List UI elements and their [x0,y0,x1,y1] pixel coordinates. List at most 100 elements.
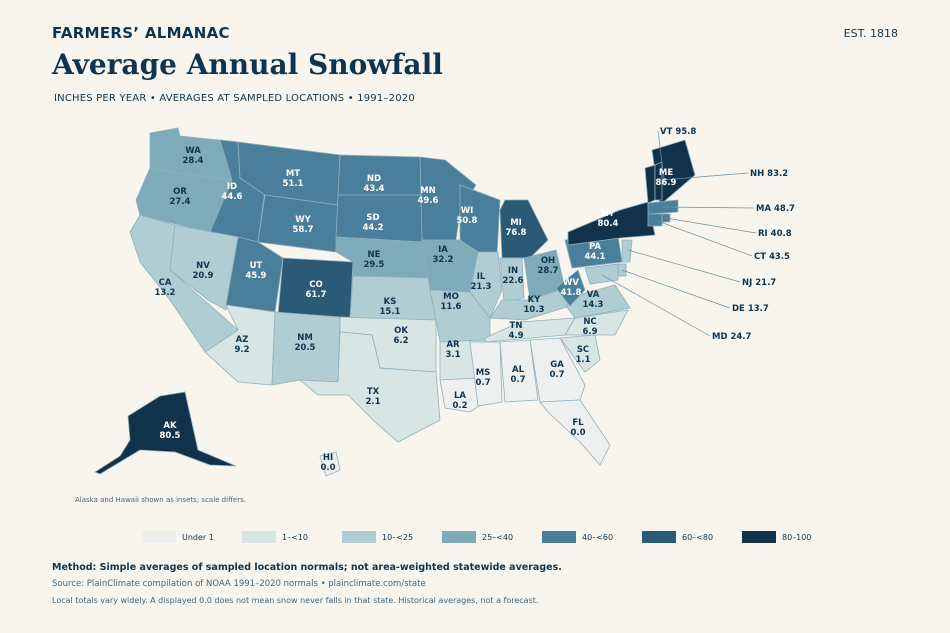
legend-item-under-1: Under 1 [142,531,214,543]
state-ny [567,201,656,246]
leader-ri [665,217,757,234]
state-nj [621,239,633,263]
state-label-wi: WI 50.8 [457,206,478,226]
state-tx [298,331,441,443]
state-ga [529,337,586,403]
state-shapes [94,127,696,477]
callout-label-ri: RI 40.8 [758,229,792,239]
established-year: EST. 1818 [843,27,898,40]
state-label-ar: AR 3.1 [445,340,460,360]
state-label-al: AL 0.7 [510,365,525,385]
state-hi [319,451,341,477]
state-label-wv: WV 41.8 [561,278,582,298]
state-label-ok: OK 6.2 [393,326,408,346]
state-il [469,251,503,319]
legend-label: 10–<25 [382,532,414,542]
legend-label: Under 1 [182,532,214,542]
state-vt [644,164,656,204]
state-label-nc: NC 6.9 [582,317,597,337]
legend-item-60-80: 60–<80 [642,531,713,543]
legend-item-80-100: 80–100 [742,531,811,543]
leader-md [601,274,711,337]
leader-nj [627,249,741,283]
state-label-pa: PA 44.1 [585,242,606,262]
state-label-ks: KS 15.1 [380,297,401,317]
state-label-ky: KY 10.3 [524,295,545,315]
callout-leaders [601,130,757,337]
state-label-il: IL 21.3 [471,272,492,292]
legend-item-10-25: 10–<25 [342,531,413,543]
state-label-co: CO 61.7 [306,280,327,300]
legend-swatch [342,531,376,543]
state-label-mn: MN 49.6 [418,186,439,206]
state-label-ny: NY 80.4 [598,209,619,229]
legend-item-1-10: 1–<10 [242,531,308,543]
state-label-ne: NE 29.5 [364,250,385,270]
inset-note: Alaska and Hawaii shown as insets; scale… [75,496,246,504]
disclaimer-note: Local totals vary widely. A displayed 0.… [52,596,539,605]
state-label-mi: MI 76.8 [506,218,527,238]
state-label-oh: OH 28.7 [538,256,559,276]
callout-label-nj: NJ 21.7 [742,278,776,288]
state-label-me: ME 86.9 [656,168,677,188]
brand-name: FARMERS’ ALMANAC [52,24,230,42]
page-subtitle: INCHES PER YEAR • AVERAGES AT SAMPLED LO… [54,93,415,104]
leader-de [621,269,731,309]
leader-nh [661,172,749,181]
state-label-id: ID 44.6 [222,182,243,202]
callout-label-ma: MA 48.7 [756,204,795,214]
snowfall-map: WA 28.4 OR 27.4 CA 13.2 ID 44.6 NV 20.9 MT 51.1 WY 58… [94,127,796,477]
state-wv [555,269,586,307]
state-nc [564,309,629,336]
legend-swatch [142,531,176,543]
legend-swatch [742,531,776,543]
state-label-fl: FL 0.0 [570,418,585,438]
page-title: Average Annual Snowfall [52,48,443,81]
state-label-sd: SD 44.2 [363,213,384,233]
state-in [499,257,525,303]
callout-label-de: DE 13.7 [732,304,769,314]
state-label-ut: UT 45.9 [246,261,267,281]
legend-label: 80–100 [782,532,812,542]
state-label-sc: SC 1.1 [575,345,590,365]
state-la [439,377,486,413]
state-label-or: OR 27.4 [170,187,191,207]
state-label-nd: ND 43.4 [364,174,385,194]
state-label-va: VA 14.3 [583,290,604,310]
callout-label-md: MD 24.7 [712,332,752,342]
leader-ct [654,219,753,257]
callout-label-ct: CT 43.5 [754,252,790,262]
state-ak [94,391,237,475]
state-label-la: LA 0.2 [452,391,467,411]
state-labels: WA 28.4 OR 27.4 CA 13.2 ID 44.6 NV 20.9 MT 51.1 WY 58… [155,127,796,473]
state-ms [469,341,503,407]
leader-ma [661,206,755,209]
state-al [499,339,539,403]
state-nv [169,224,239,311]
state-label-az: AZ 9.2 [234,335,249,355]
legend-swatch [542,531,576,543]
state-label-in: IN 22.6 [503,266,524,286]
legend-item-40-60: 40–<60 [542,531,613,543]
state-label-tn: TN 4.9 [508,321,523,341]
state-label-mt: MT 51.1 [283,169,304,189]
leader-vt [657,130,666,187]
state-label-nv: NV 20.9 [193,261,214,281]
state-label-ca: CA 13.2 [155,278,176,298]
callout-label-nh: NH 83.2 [750,169,788,179]
legend-swatch [642,531,676,543]
state-fl [539,399,611,466]
state-label-ak: AK 80.5 [160,421,181,441]
callout-label-vt: VT 95.8 [660,127,696,137]
legend-swatch [242,531,276,543]
state-label-wy: WY 58.7 [293,215,314,235]
method-note: Method: Simple averages of sampled locat… [52,562,562,573]
state-label-tx: TX 2.1 [365,387,380,407]
state-label-nm: NM 20.5 [295,333,316,353]
source-note: Source: PlainClimate compilation of NOAA… [52,579,426,589]
state-label-mo: MO 11.6 [441,292,462,312]
state-label-ia: IA 32.2 [433,245,454,265]
legend-item-25-40: 25–<40 [442,531,513,543]
state-label-wa: WA 28.4 [183,146,204,166]
state-sc [559,334,601,373]
